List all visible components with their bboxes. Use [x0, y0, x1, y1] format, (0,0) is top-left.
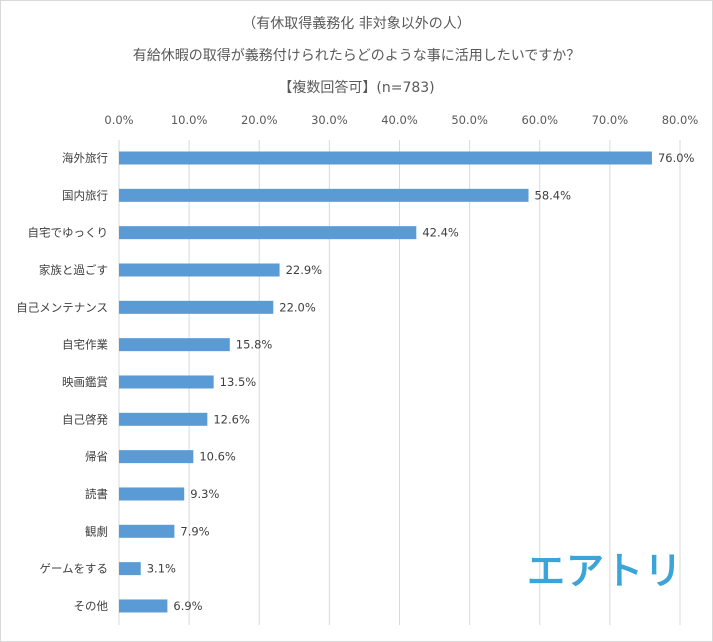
- bar: [119, 599, 168, 613]
- category-label: 自己啓発: [62, 412, 108, 426]
- bar: [119, 151, 652, 165]
- data-label: 3.1%: [147, 562, 176, 576]
- bars: [119, 151, 652, 613]
- category-label: 自宅でゆっくり: [28, 226, 109, 240]
- category-label: ゲームをする: [39, 562, 108, 576]
- bar: [119, 412, 208, 426]
- data-label: 7.9%: [180, 524, 209, 538]
- x-tick-label: 20.0%: [241, 113, 278, 127]
- data-label: 42.4%: [422, 226, 459, 240]
- data-label: 58.4%: [535, 188, 572, 202]
- bar: [119, 487, 185, 501]
- category-label: 海外旅行: [62, 151, 108, 165]
- bar: [119, 524, 175, 538]
- category-label: 映画鑑賞: [62, 375, 108, 389]
- bar: [119, 226, 417, 240]
- category-label: 帰省: [85, 450, 108, 464]
- bar: [119, 562, 141, 576]
- chart-title-line-1: （有休取得義務化 非対象以外の人）: [242, 16, 471, 32]
- x-axis-ticks: 0.0% 10.0% 20.0% 30.0% 40.0% 50.0% 60.0% 70.0% 8…: [104, 113, 698, 127]
- data-label: 22.0%: [279, 300, 316, 314]
- category-label: 観劇: [85, 524, 108, 538]
- bar: [119, 450, 194, 464]
- data-label: 10.6%: [199, 450, 236, 464]
- data-label: 15.8%: [236, 338, 273, 352]
- data-label: 6.9%: [173, 599, 202, 613]
- category-labels: 海外旅行国内旅行自宅でゆっくり家族と過ごす自己メンテナンス自宅作業映画鑑賞自己啓…: [16, 151, 108, 613]
- category-label: 読書: [85, 487, 108, 501]
- data-label: 22.9%: [286, 263, 323, 277]
- x-tick-label: 60.0%: [521, 113, 558, 127]
- data-label: 13.5%: [220, 375, 257, 389]
- gridlines: [118, 140, 681, 625]
- category-label: 家族と過ごす: [39, 263, 108, 277]
- x-tick-label: 70.0%: [592, 113, 629, 127]
- category-label: 自宅作業: [62, 338, 108, 352]
- brand-logo: エアトリ: [527, 549, 684, 593]
- chart-title-line-3: 【複数回答可】(n=783): [278, 80, 435, 96]
- bar: [119, 263, 280, 277]
- chart-title-line-2: 有給休暇の取得が義務付けられたらどのような事に活用したいですか？: [132, 48, 581, 64]
- bar: [119, 188, 529, 202]
- x-tick-label: 10.0%: [171, 113, 208, 127]
- bar: [119, 300, 274, 314]
- x-tick-label: 0.0%: [104, 113, 133, 127]
- x-tick-label: 50.0%: [451, 113, 488, 127]
- bar: [119, 375, 214, 389]
- category-label: 国内旅行: [62, 188, 108, 202]
- data-label: 9.3%: [190, 487, 219, 501]
- x-tick-label: 40.0%: [381, 113, 418, 127]
- category-label: 自己メンテナンス: [16, 300, 108, 314]
- data-labels: 76.0% 58.4% 42.4% 22.9% 22.0% 15.8% 13.5% 12.6%…: [147, 151, 695, 613]
- bar: [119, 338, 230, 352]
- x-tick-label: 30.0%: [311, 113, 348, 127]
- x-tick-label: 80.0%: [662, 113, 699, 127]
- data-label: 76.0%: [658, 151, 695, 165]
- data-label: 12.6%: [213, 412, 250, 426]
- category-label: その他: [74, 599, 109, 613]
